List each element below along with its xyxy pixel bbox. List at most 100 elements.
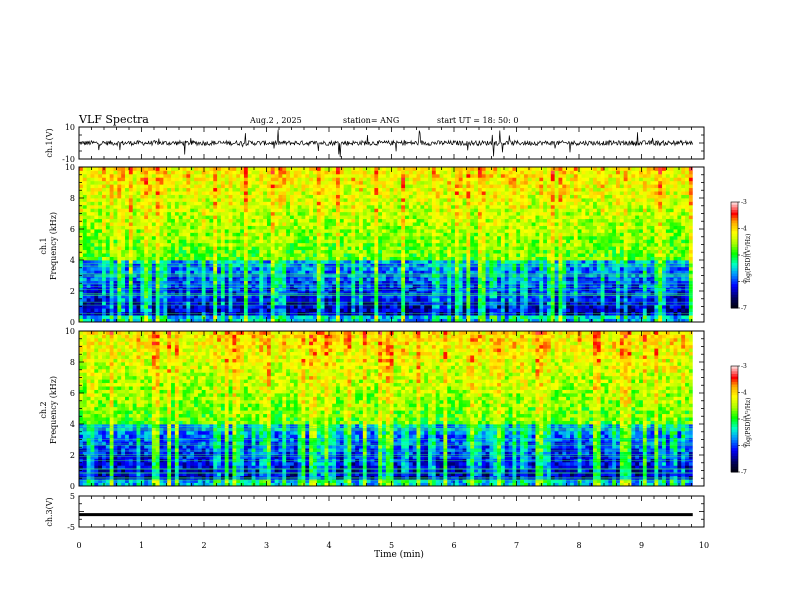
colorbar-segment [731,376,738,380]
y-tick-label: 10 [65,163,75,172]
ch2-channel-label: ch.2 [39,401,48,418]
colorbar-tick-label: -7 [741,305,747,312]
colorbar-segment [731,241,738,245]
colorbar-segment [731,445,738,449]
y-tick-label: 4 [70,256,75,265]
colorbar-tick-label: -5 [741,252,747,259]
colorbar-segment [731,442,738,446]
x-tick-label: 9 [639,541,644,550]
colorbar-segment [731,373,738,378]
colorbar-segment [731,233,738,237]
colorbar-segment [731,212,738,216]
y-tick-label: -5 [67,523,75,532]
start-time-label: start UT = 18: 50: 0 [437,116,518,125]
no-data-region [692,167,704,322]
colorbar-tick-label: -4 [741,390,747,397]
colorbar-segment [731,292,738,296]
colorbar-segment [731,408,738,412]
colorbar-segment [731,426,738,431]
colorbar-segment [731,366,738,370]
colorbar-segment [731,381,738,386]
colorbar-segment [731,400,738,404]
y-tick-label: 0 [70,318,75,327]
y-tick-label: 2 [70,287,75,296]
y-tick-label: 8 [70,194,75,203]
ch1-spectrogram-panel: 0 2 4 6 8 10 [65,163,705,327]
colorbar-segment [731,297,738,301]
ch1-colorbar-label: log(PSD)(V²/Hz) [745,234,752,283]
colorbar-segment [731,284,738,288]
colorbar-segment [731,456,738,460]
colorbar-segment [731,368,738,372]
y-tick-label: 4 [70,420,75,429]
colorbar-tick-label: -6 [741,443,747,450]
x-tick-label: 3 [264,541,269,550]
colorbar-segment [731,204,738,208]
y-tick-label: -10 [62,155,75,164]
colorbar-segment [731,239,738,243]
colorbar-segment [731,202,738,206]
colorbar-segment [731,389,738,393]
colorbar-segment [731,294,738,298]
x-tick-label: 6 [451,541,456,550]
time-axis: 0 1 2 3 4 5 6 7 8 9 10 [76,541,709,550]
ch3-waveform-ylabel: ch.3(V) [45,497,54,526]
colorbar-segment [731,387,738,391]
x-tick-label: 4 [326,541,331,550]
colorbar-segment [731,265,738,269]
colorbar-segment [731,403,738,407]
figure-title: VLF Spectra [78,113,149,126]
x-tick-label: 5 [389,541,394,550]
colorbar-segment [731,305,738,309]
y-tick-label: 10 [65,327,75,336]
y-tick-label: 8 [70,358,75,367]
colorbar-tick-label: -6 [741,279,747,286]
colorbar-segment [731,276,738,280]
colorbar-segment [731,464,738,468]
colorbar-segment [731,371,738,375]
colorbar-segment [731,278,738,282]
colorbar-segment [731,434,738,439]
colorbar-segment [731,429,738,433]
colorbar-segment [731,448,738,452]
colorbar-segment [731,461,738,465]
colorbar-segment [731,252,738,256]
colorbar-segment [731,416,738,420]
ch2-spectrogram-image [79,331,694,487]
colorbar-segment [731,273,738,277]
ch2-frequency-ylabel: Frequency (kHz) [49,376,58,444]
colorbar-segment [731,466,738,470]
colorbar-segment [731,281,738,285]
y-tick-label: 2 [70,451,75,460]
x-tick-label: 2 [201,541,206,550]
colorbar-segment [731,244,738,248]
colorbar-segment [731,379,738,383]
colorbar-segment [731,247,738,251]
y-tick-label: 0 [70,482,75,491]
colorbar-tick-label: -7 [741,469,747,476]
x-tick-label: 8 [576,541,581,550]
colorbar-segment [731,424,738,428]
colorbar-tick-label: -4 [741,226,747,233]
ch1-channel-label: ch.1 [39,237,48,254]
ch1-waveform-trace [78,129,694,158]
colorbar-segment [731,397,738,401]
ch1-colorbar: -3 -4 -5 -6 -7 [730,199,747,312]
colorbar-tick-label: -5 [741,416,747,423]
station-label: station= ANG [343,116,399,125]
colorbar-segment [731,289,738,293]
colorbar-tick-label: -3 [741,199,747,206]
colorbar-segment [731,432,738,436]
colorbar-segment [731,413,738,417]
colorbar-segment [731,217,738,222]
ch3-waveform-panel: 5 -5 [67,492,705,532]
colorbar-segment [731,440,738,444]
colorbar-segment [731,255,738,259]
x-tick-label: 10 [699,541,709,550]
x-tick-label: 7 [514,541,519,550]
colorbar-segment [731,405,738,409]
ch2-colorbar: -3 -4 -5 -6 -7 [730,363,747,476]
colorbar-segment [731,286,738,290]
colorbar-segment [731,421,738,425]
colorbar-segment [731,215,738,219]
